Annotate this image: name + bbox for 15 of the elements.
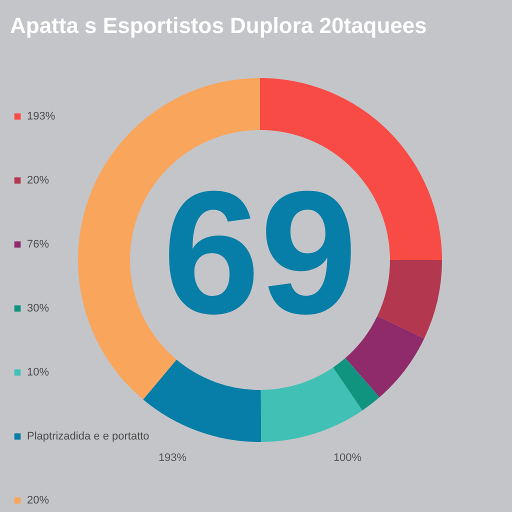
text: 100% (333, 452, 362, 464)
legend-label: Plaptrizadida e e portatto (27, 430, 150, 442)
legend-label: 76% (27, 238, 50, 250)
chart-title: Apatta s Esportistos Duplora 20taquees (10, 13, 427, 38)
donut-slice (260, 368, 362, 442)
donut-slice (377, 260, 442, 339)
text: 69 (162, 156, 358, 351)
legend-label: 10% (27, 366, 50, 378)
text: 193% (158, 452, 187, 464)
donut-slice (333, 358, 380, 411)
legend-label: 20% (27, 494, 50, 506)
donut-slice (345, 316, 424, 398)
legend-label: 20% (27, 174, 50, 186)
legend-label: 193% (27, 110, 56, 122)
legend-label: 30% (27, 302, 50, 314)
